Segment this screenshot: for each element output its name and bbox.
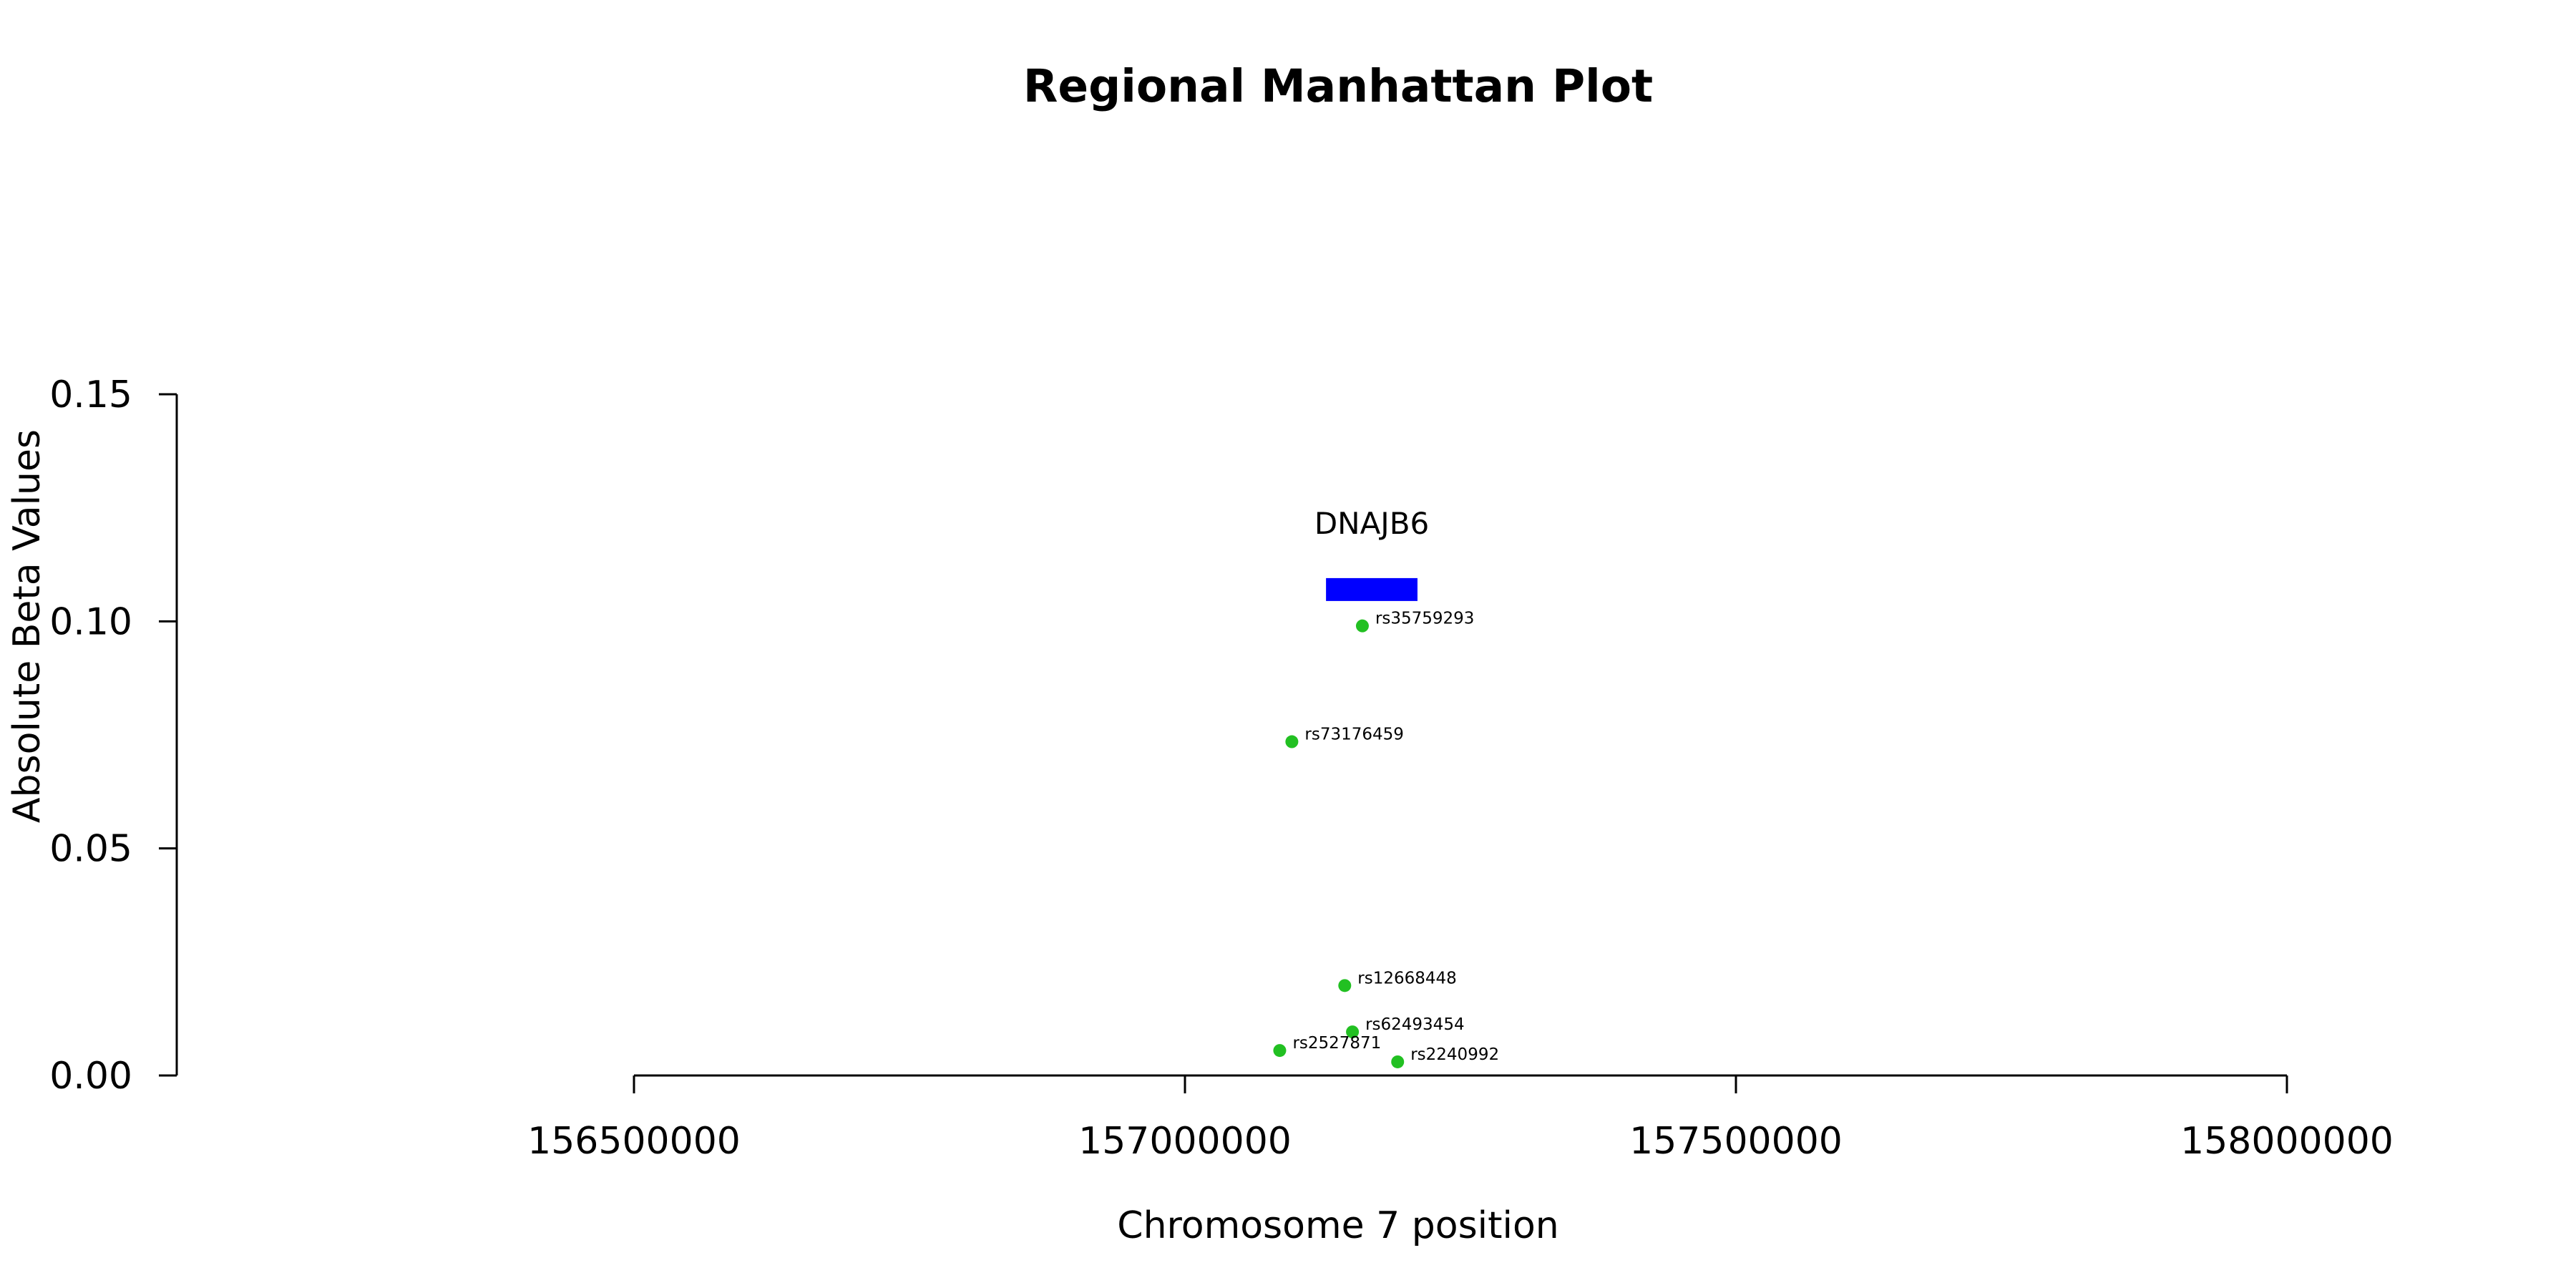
snp-points: rs35759293 rs73176459 rs12668448 rs62493454… <box>1273 610 1499 1068</box>
snp-label: rs35759293 <box>1375 610 1475 628</box>
y-axis-label: Absolute Beta Values <box>6 429 49 823</box>
snp-point <box>1346 1025 1360 1039</box>
gene-label: DNAJB6 <box>1314 506 1429 541</box>
y-tick-label: 0.05 <box>49 828 132 871</box>
x-axis-label: Chromosome 7 position <box>1117 1204 1558 1247</box>
snp-point <box>1355 619 1369 633</box>
y-tick-label: 0.00 <box>49 1055 132 1098</box>
snp-point <box>1273 1044 1287 1058</box>
snp-label: rs62493454 <box>1365 1015 1465 1034</box>
snp-label: rs12668448 <box>1357 969 1457 987</box>
chart-title: Regional Manhattan Plot <box>1023 60 1653 112</box>
snp-label: rs2240992 <box>1410 1045 1499 1064</box>
snp-point <box>1391 1055 1405 1068</box>
snp-label: rs73176459 <box>1304 726 1404 744</box>
y-tick-label: 0.15 <box>49 374 132 416</box>
y-tick-label: 0.10 <box>49 600 132 643</box>
x-tick-label: 157500000 <box>1629 1120 1843 1163</box>
x-tick-label: 156500000 <box>527 1120 741 1163</box>
snp-point <box>1338 979 1352 992</box>
x-tick-label: 157000000 <box>1078 1120 1292 1163</box>
snp-label: rs2527871 <box>1292 1034 1381 1053</box>
y-axis: 0.00 0.05 0.10 0.15 <box>49 374 178 1098</box>
x-axis: 156500000 157000000 157500000 158000000 <box>527 1074 2394 1163</box>
gene-bar <box>1326 577 1418 601</box>
gene-track: DNAJB6 <box>1314 506 1429 601</box>
snp-point <box>1285 735 1299 748</box>
x-tick-label: 158000000 <box>2180 1120 2394 1163</box>
